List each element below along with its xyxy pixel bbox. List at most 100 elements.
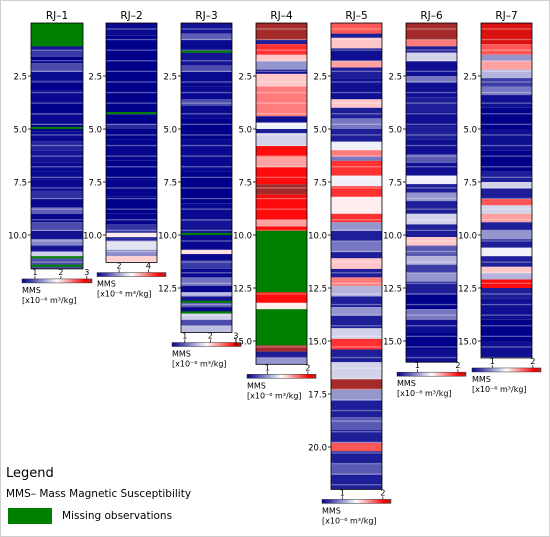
mms-band: [31, 171, 83, 180]
mms-band: [331, 338, 382, 350]
y-tick-label: 12.5: [158, 285, 177, 295]
band-highlight: [481, 49, 532, 51]
mms-band: [406, 264, 457, 274]
colorbar: [396, 371, 467, 377]
colorbar-unit: [x10⁻⁶ m³/kg]: [322, 516, 377, 525]
y-tick-label: 10.0: [158, 232, 177, 242]
colorbar-label: MMS: [247, 381, 266, 390]
band-highlight: [31, 240, 83, 242]
mms-band: [256, 145, 307, 157]
band-highlight: [331, 335, 382, 337]
band-highlight: [481, 144, 532, 147]
band-highlight: [256, 38, 307, 41]
mms-band: [106, 256, 157, 263]
mms-band: [406, 224, 457, 238]
mms-band: [181, 220, 232, 235]
band-highlight: [481, 38, 532, 41]
y-tick-label: 15.0: [308, 338, 327, 348]
band-highlight: [331, 81, 382, 83]
band-highlight: [181, 208, 232, 210]
band-highlight: [481, 346, 532, 348]
mms-band: [31, 141, 83, 151]
mms-band: [481, 44, 532, 55]
y-tick-label: 7.5: [13, 179, 27, 189]
mms-band: [481, 256, 532, 267]
colorbar-label: MMS: [172, 350, 191, 359]
band-highlight: [31, 187, 83, 189]
band-highlight: [481, 102, 532, 104]
mms-band: [331, 474, 382, 490]
mms-band: [256, 23, 307, 40]
mms-band: [331, 285, 382, 297]
legend-title: Legend: [6, 466, 54, 481]
band-highlight: [406, 282, 457, 284]
y-tick-label: 2.5: [238, 73, 252, 83]
mms-band: [256, 122, 307, 129]
mms-band: [31, 71, 83, 81]
band-highlight: [406, 113, 457, 115]
band-highlight: [331, 282, 382, 284]
mms-band: [256, 73, 307, 87]
band-highlight: [331, 441, 382, 443]
column-frame: [180, 22, 233, 333]
mms-band: [331, 442, 382, 452]
mms-band: [481, 188, 532, 199]
band-highlight: [181, 293, 232, 295]
band-highlight: [31, 229, 83, 231]
mms-band: [406, 162, 457, 176]
mms-band: [481, 23, 532, 45]
band-highlight: [406, 261, 457, 263]
y-tick-label: 7.5: [238, 179, 252, 189]
mms-band: [106, 213, 157, 225]
band-highlight: [331, 240, 382, 242]
band-highlight: [181, 49, 232, 51]
band-highlight: [481, 282, 532, 284]
band-highlight: [106, 176, 157, 178]
band-highlight: [331, 91, 382, 94]
band-highlight: [481, 250, 532, 253]
band-highlight: [331, 60, 382, 62]
mms-band: [181, 99, 232, 106]
mms-band: [181, 292, 232, 297]
band-highlight: [31, 81, 83, 83]
mms-band: [31, 222, 83, 231]
band-highlight: [256, 229, 307, 231]
colorbar-tick-label: 2: [455, 361, 460, 370]
band-highlight: [481, 219, 532, 221]
band-highlight: [31, 197, 83, 200]
y-tick-label: 2.5: [388, 73, 402, 83]
mms-band: [31, 56, 83, 64]
band-highlight: [331, 102, 382, 104]
mms-band: [481, 239, 532, 248]
band-highlight: [181, 123, 232, 125]
band-highlight: [181, 229, 232, 231]
mms-band: [31, 101, 83, 115]
mms-band: [31, 50, 83, 57]
band-highlight: [106, 70, 157, 72]
band-highlight: [406, 250, 457, 253]
mms-band: [406, 281, 457, 295]
y-tick-label: 7.5: [313, 179, 327, 189]
mms-band: [31, 90, 83, 102]
band-highlight: [31, 219, 83, 221]
mms-band: [31, 213, 83, 223]
mms-band: [181, 313, 232, 320]
colorbar: [21, 278, 93, 284]
missing-band: [181, 50, 232, 53]
mms-band: [481, 247, 532, 257]
mms-band: [331, 417, 382, 431]
band-highlight: [331, 452, 382, 454]
band-highlight: [106, 197, 157, 200]
mms-band: [181, 296, 232, 303]
band-highlight: [256, 155, 307, 157]
colorbar-tick-label: 1: [182, 332, 187, 341]
mms-band: [406, 273, 457, 282]
mms-band: [406, 52, 457, 62]
mms-band: [106, 23, 157, 36]
colorbar-label: MMS: [472, 375, 491, 384]
mms-band: [181, 319, 232, 327]
missing-band: [31, 264, 83, 267]
mms-band: [181, 254, 232, 261]
band-highlight: [406, 187, 457, 189]
mms-band: [331, 129, 382, 142]
